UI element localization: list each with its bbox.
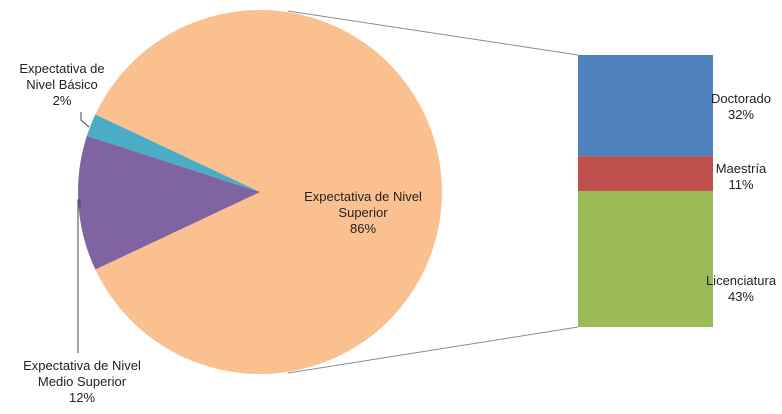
label-maestria-name: Maestría — [715, 161, 767, 176]
label-licenciatura-value: 43% — [727, 289, 755, 304]
label-nivel-medio-superior-value: 12% — [68, 390, 96, 405]
label-licenciatura: Licenciatura 43% — [706, 273, 776, 305]
label-doctorado: Doctorado 32% — [711, 91, 771, 123]
bar-segment-maestria — [578, 156, 713, 191]
pie-slice-expectativa-de-nivel-basico — [86, 114, 260, 192]
pie-slice-expectativa-de-nivel-superior — [95, 10, 442, 375]
leader-line-nivel-basico — [80, 112, 90, 128]
leader-line-nivel-medio-superior — [77, 199, 81, 353]
connector-line-bottom — [287, 326, 579, 374]
label-nivel-superior: Expectativa de Nivel Superior 86% — [304, 189, 422, 237]
label-nivel-basico: Expectativa de Nivel Básico 2% — [19, 61, 104, 109]
label-nivel-superior-line2: Superior — [338, 205, 388, 220]
pie-slice-expectativa-de-nivel-medio-superior — [78, 135, 260, 270]
label-nivel-basico-line1: Expectativa de — [19, 61, 105, 76]
label-licenciatura-name: Licenciatura — [705, 273, 777, 288]
label-nivel-superior-value: 86% — [349, 221, 377, 236]
label-nivel-medio-superior-line1: Expectativa de Nivel — [23, 358, 141, 373]
bar-segment-doctorado — [578, 55, 713, 157]
bar-segment-licenciatura — [578, 191, 713, 327]
label-nivel-basico-value: 2% — [52, 93, 72, 108]
label-maestria-value: 11% — [728, 177, 754, 192]
label-nivel-superior-line1: Expectativa de Nivel — [304, 189, 422, 204]
label-doctorado-value: 32% — [727, 107, 755, 122]
connector-line-top — [287, 10, 579, 56]
label-nivel-medio-superior-line2: Medio Superior — [37, 374, 127, 389]
label-doctorado-name: Doctorado — [711, 91, 771, 106]
label-maestria: Maestría 11% — [716, 161, 767, 193]
label-nivel-basico-line2: Nivel Básico — [26, 77, 98, 92]
label-nivel-medio-superior: Expectativa de Nivel Medio Superior 12% — [23, 358, 141, 406]
